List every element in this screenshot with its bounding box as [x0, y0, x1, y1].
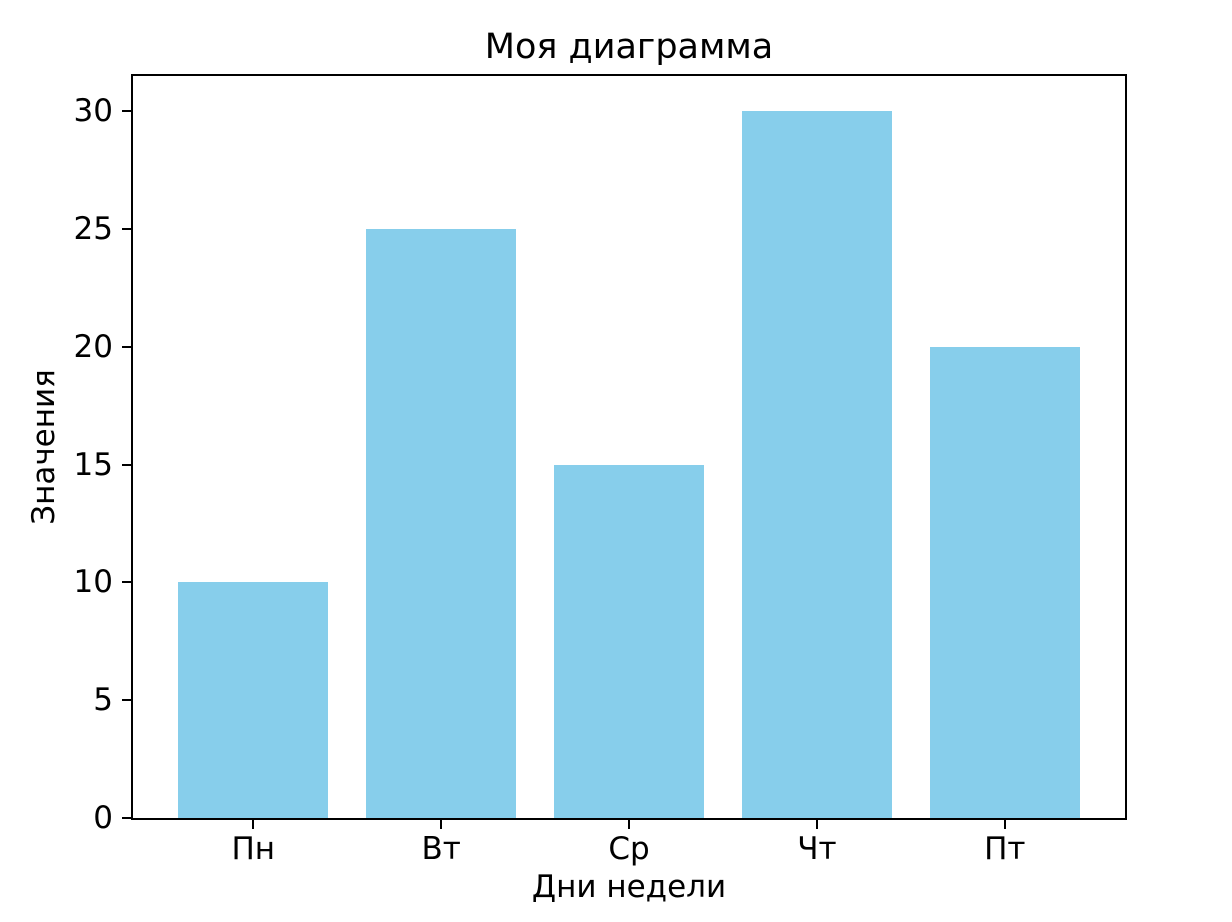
y-tick-mark — [122, 699, 131, 702]
y-tick-mark — [122, 228, 131, 231]
x-tick-label: Пт — [984, 831, 1026, 867]
y-tick-mark — [122, 463, 131, 466]
bar-Пн — [178, 582, 329, 818]
x-tick-label: Вт — [421, 831, 461, 867]
chart-title: Моя диаграмма — [484, 27, 774, 67]
y-tick-mark — [122, 581, 131, 584]
x-tick-label: Ср — [608, 831, 650, 867]
y-tick-mark — [122, 345, 131, 348]
x-tick-mark — [252, 820, 255, 829]
x-axis-label: Дни недели — [531, 869, 727, 905]
x-tick-mark — [440, 820, 443, 829]
bar-Пт — [929, 346, 1080, 818]
y-tick-mark — [122, 817, 131, 819]
x-tick-mark — [1003, 820, 1006, 829]
y-tick-mark — [122, 110, 131, 113]
y-tick-label: 10 — [73, 564, 113, 601]
y-tick-label: 30 — [73, 93, 113, 130]
y-tick-label: 15 — [73, 446, 113, 483]
x-tick-mark — [628, 820, 630, 829]
x-tick-label: Чт — [797, 831, 837, 867]
y-tick-label: 0 — [93, 800, 113, 836]
bar-Ср — [553, 464, 705, 818]
x-tick-label: Пн — [231, 831, 276, 867]
plot-area — [131, 74, 1127, 820]
bar-Чт — [741, 111, 893, 818]
bar-Вт — [365, 229, 517, 818]
x-tick-mark — [815, 820, 818, 829]
y-tick-label: 5 — [93, 682, 113, 719]
y-tick-label: 25 — [73, 211, 113, 248]
y-tick-label: 20 — [73, 328, 113, 365]
